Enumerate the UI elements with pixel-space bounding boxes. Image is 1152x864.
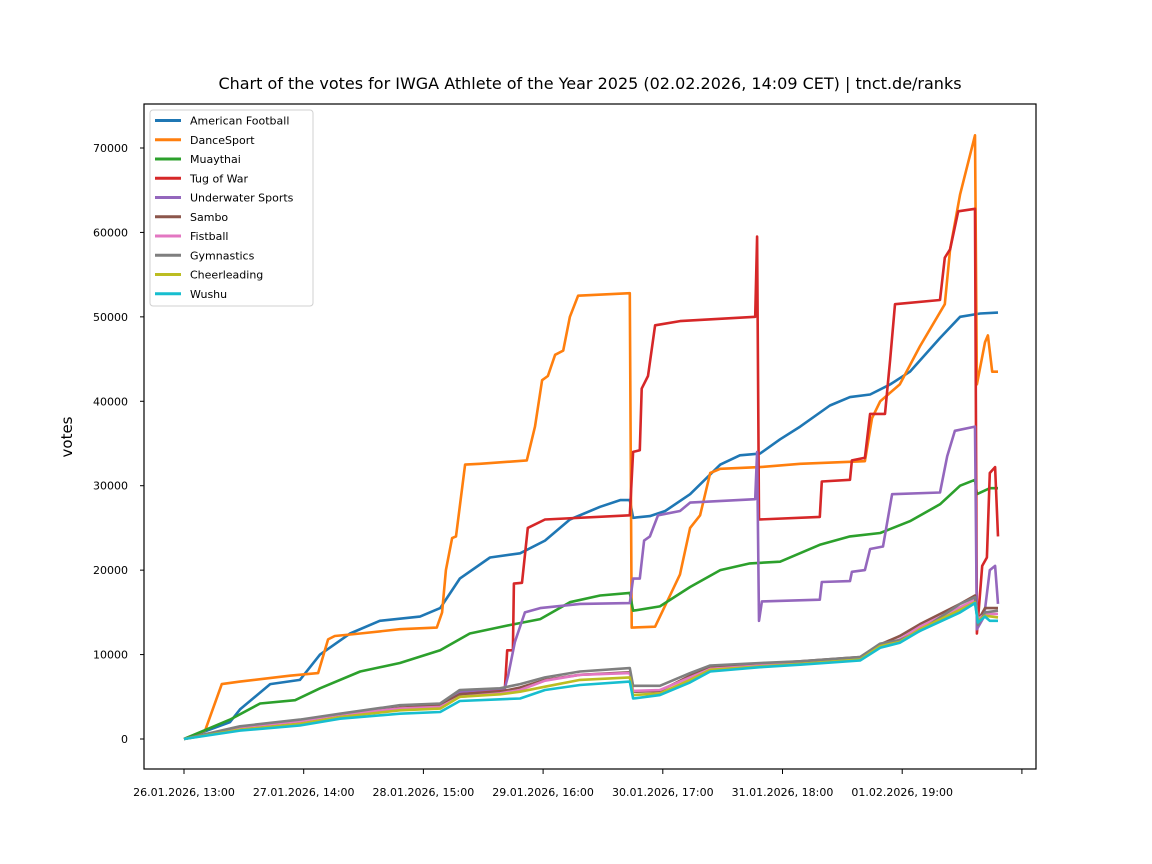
legend-label: DanceSport	[190, 134, 255, 147]
y-tick-label: 40000	[93, 395, 128, 408]
legend-item: Fistball	[155, 230, 228, 243]
x-tick-label: 27.01.2026, 14:00	[253, 786, 355, 799]
y-axis-label: votes	[58, 416, 76, 457]
x-tick-label: 30.01.2026, 17:00	[612, 786, 714, 799]
series-line-dancesport	[183, 134, 998, 741]
y-tick-label: 10000	[93, 649, 128, 662]
legend-item: Underwater Sports	[155, 192, 294, 205]
y-tick-label: 30000	[93, 480, 128, 493]
legend-item: DanceSport	[155, 134, 255, 147]
series-line-wushu	[183, 601, 998, 741]
legend-label: Tug of War	[189, 172, 249, 185]
legend-box	[149, 109, 314, 307]
y-tick-label: 20000	[93, 564, 128, 577]
y-tick-label: 50000	[93, 311, 128, 324]
legend-item: Muaythai	[155, 153, 241, 166]
legend-label: Underwater Sports	[190, 192, 294, 205]
legend-item: Cheerleading	[155, 269, 263, 282]
legend-item: American Football	[155, 115, 289, 128]
plot-frame	[143, 103, 1037, 770]
legend-label: American Football	[190, 115, 289, 128]
x-tick-label: 01.02.2026, 19:00	[851, 786, 953, 799]
series-line-muaythai	[183, 478, 998, 741]
legend-item: Sambo	[155, 211, 228, 224]
series-line-gymnastics	[183, 595, 999, 741]
legend-item: Tug of War	[155, 172, 249, 185]
y-tick-label: 70000	[93, 142, 128, 155]
legend-label: Cheerleading	[190, 269, 263, 282]
legend-label: Gymnastics	[190, 249, 255, 262]
x-axis: 26.01.2026, 13:00 27.01.2026, 14:00 28.01.…	[133, 769, 1023, 799]
series-line-cheerleading	[183, 600, 999, 741]
series-line-underwater-sports	[183, 425, 1000, 741]
series-lines	[183, 134, 1000, 741]
x-tick-label: 29.01.2026, 16:00	[492, 786, 594, 799]
x-tick-label: 26.01.2026, 13:00	[133, 786, 235, 799]
y-tick-label: 60000	[93, 226, 128, 239]
legend-label: Sambo	[190, 211, 228, 224]
x-tick-label: 28.01.2026, 15:00	[373, 786, 475, 799]
chart-title: Chart of the votes for IWGA Athlete of t…	[218, 74, 961, 93]
legend-item: Gymnastics	[155, 249, 255, 262]
y-tick-label: 0	[121, 733, 128, 746]
legend-label: Fistball	[190, 230, 228, 243]
legend: American Football DanceSport Muaythai Tug o…	[149, 109, 314, 307]
legend-item: Wushu	[155, 288, 227, 301]
y-axis: 0 10000 20000 30000 40000 50000 60000 70000	[93, 142, 144, 746]
x-tick-label: 31.01.2026, 18:00	[732, 786, 834, 799]
legend-label: Muaythai	[190, 153, 241, 166]
legend-label: Wushu	[190, 288, 227, 301]
